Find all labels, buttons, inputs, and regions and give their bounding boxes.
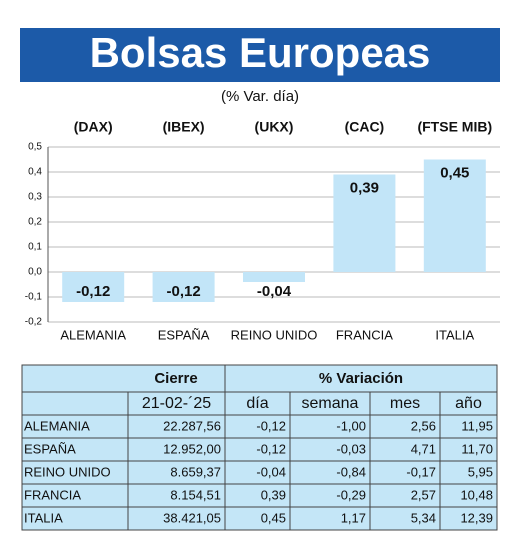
table-cell: -0,12 (256, 418, 286, 433)
y-tick-label: -0,2 (25, 317, 43, 328)
table-row-name: ITALIA (24, 510, 63, 525)
value-label: -0,12 (76, 283, 110, 300)
table-row-name: FRANCIA (24, 487, 81, 502)
table-cell: -0,17 (406, 464, 436, 479)
title-banner (20, 28, 500, 82)
index-name: (UKX) (255, 119, 294, 135)
chart-subtitle: (% Var. día) (221, 88, 299, 105)
x-tick-label: FRANCIA (336, 327, 393, 342)
bar (243, 272, 305, 282)
table-column-header: mes (390, 395, 420, 412)
table-cell: 8.154,51 (170, 487, 221, 502)
table-cell: 12.952,00 (163, 441, 221, 456)
index-name: (IBEX) (163, 119, 205, 135)
table-cell: 2,56 (411, 418, 436, 433)
table-cell: 5,95 (468, 464, 493, 479)
y-tick-label: 0,1 (28, 242, 42, 253)
table-cell: 11,70 (461, 441, 493, 456)
table-cell: 0,39 (261, 487, 286, 502)
y-tick-label: 0,3 (28, 192, 42, 203)
chart-title: Bolsas Europeas (90, 29, 431, 76)
table-cell: 0,45 (261, 510, 286, 525)
bar (333, 174, 396, 272)
value-label: -0,04 (257, 283, 292, 300)
table-group-header: % Variación (319, 370, 403, 387)
y-tick-label: 0,5 (28, 142, 42, 153)
table-cell: 10,48 (460, 487, 493, 502)
table-cell: -0,29 (336, 487, 366, 502)
table-cell: -1,00 (336, 418, 366, 433)
value-label: -0,12 (166, 283, 200, 300)
index-name: (CAC) (345, 119, 385, 135)
bar (152, 272, 215, 302)
table-cell: 11,95 (461, 418, 493, 433)
x-tick-label: ALEMANIA (60, 327, 126, 342)
table-column-header: año (455, 395, 482, 412)
table-cell: 1,17 (341, 510, 366, 525)
table-cell: 22.287,56 (163, 418, 221, 433)
index-name: (FTSE MIB) (417, 119, 492, 135)
value-label: 0,45 (440, 164, 469, 181)
table-cell: 12,39 (460, 510, 493, 525)
table-cell: 5,34 (411, 510, 436, 525)
value-label: 0,39 (350, 179, 379, 196)
bar (423, 159, 486, 272)
table-cell: -0,04 (256, 464, 286, 479)
table-row-name: ALEMANIA (24, 418, 90, 433)
table-cell: 38.421,05 (163, 510, 221, 525)
bar (62, 272, 125, 302)
table-cell: -0,03 (336, 441, 366, 456)
y-tick-label: 0,4 (28, 167, 42, 178)
table-column-header: semana (302, 395, 359, 412)
y-tick-label: -0,1 (25, 292, 43, 303)
table-column-header: día (246, 395, 268, 412)
table-column-header: 21-02-´25 (142, 395, 211, 412)
x-tick-label: ITALIA (435, 327, 474, 342)
table-row-name: REINO UNIDO (24, 464, 111, 479)
x-tick-label: ESPAÑA (158, 327, 210, 342)
table-cell: -0,84 (336, 464, 366, 479)
x-tick-label: REINO UNIDO (231, 327, 318, 342)
table-cell: 8.659,37 (170, 464, 221, 479)
table-cell: 2,57 (411, 487, 436, 502)
y-tick-label: 0,0 (28, 267, 42, 278)
table-cell: 4,71 (411, 441, 436, 456)
table-cell: -0,12 (256, 441, 286, 456)
index-name: (DAX) (74, 119, 113, 135)
table-group-header: Cierre (154, 370, 197, 387)
table-row-name: ESPAÑA (24, 441, 76, 456)
y-tick-label: 0,2 (28, 217, 42, 228)
